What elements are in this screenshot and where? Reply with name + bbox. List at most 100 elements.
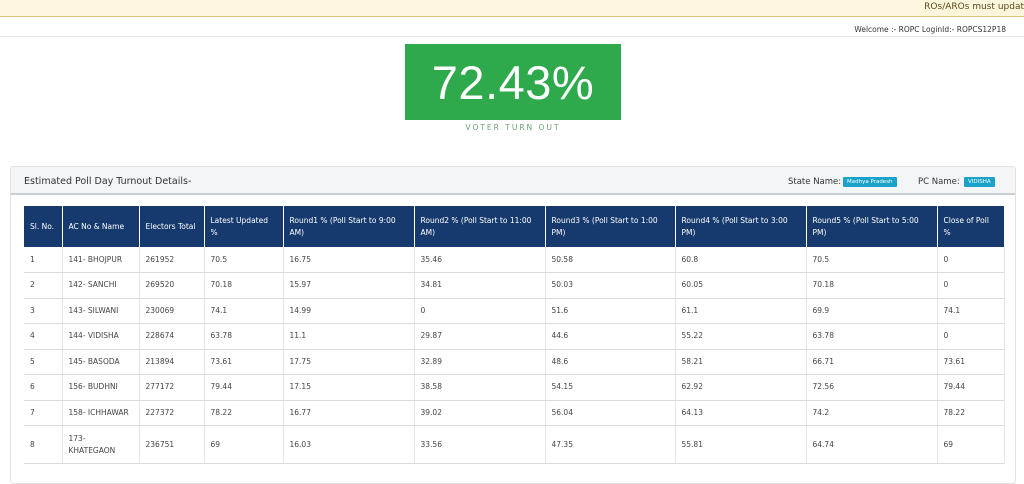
table-cell: 8 — [24, 425, 63, 464]
column-header: Sl. No. — [24, 206, 63, 247]
table-cell: 2 — [24, 272, 63, 299]
table-cell: 32.89 — [414, 349, 546, 375]
table-cell: 5 — [24, 349, 63, 375]
voter-turnout-box: 72.43% — [405, 44, 621, 120]
table-row: 4 144- VIDISHA 228674 63.78 11.1 29.87 4… — [24, 323, 1005, 350]
table-cell: 39.02 — [414, 400, 546, 426]
table-cell: 236751 — [139, 425, 205, 464]
pc-name-label: PC Name: — [918, 177, 960, 187]
column-header: Round2 % (Poll Start to 11:00 AM) — [414, 206, 546, 247]
table-cell: 70.5 — [204, 247, 284, 273]
table-cell: 17.15 — [283, 374, 415, 401]
table-cell: 48.6 — [545, 349, 676, 375]
table-cell: 78.22 — [204, 400, 284, 426]
table-row: 5 145- BASODA 213894 73.61 17.75 32.89 4… — [24, 349, 1005, 375]
table-row: 8 173- KHATEGAON 236751 69 16.03 33.56 4… — [24, 425, 1005, 464]
table-cell: 74.1 — [937, 298, 1005, 324]
table-cell: 74.2 — [806, 400, 938, 426]
column-header: AC No & Name — [62, 206, 140, 247]
table-cell: 44.6 — [545, 323, 676, 350]
turnout-value: 72.43% — [431, 55, 595, 109]
table-cell: 69.9 — [806, 298, 938, 324]
table-cell: 70.18 — [806, 272, 938, 299]
table-cell: 145- BASODA — [62, 349, 140, 375]
table-cell: 55.22 — [675, 323, 807, 350]
table-cell: 60.8 — [675, 247, 807, 273]
table-cell: 63.78 — [204, 323, 284, 350]
table-row: 2 142- SANCHI 269520 70.18 15.97 34.81 5… — [24, 272, 1005, 299]
table-cell: 60.05 — [675, 272, 807, 299]
table-cell: 34.81 — [414, 272, 546, 299]
state-name-label: State Name: — [788, 177, 842, 187]
table-cell: 69 — [937, 425, 1005, 464]
table-header-row: Sl. No. AC No & Name Electors Total Late… — [24, 206, 1005, 247]
card-header: Estimated Poll Day Turnout Details- Stat… — [11, 167, 1015, 195]
column-header: Round5 % (Poll Start to 5:00 PM) — [806, 206, 938, 247]
table-cell: 63.78 — [806, 323, 938, 350]
table-cell: 14.99 — [283, 298, 415, 324]
column-header: Round3 % (Poll Start to 1:00 PM) — [545, 206, 676, 247]
table-cell: 35.46 — [414, 247, 546, 273]
table-cell: 0 — [414, 298, 546, 324]
table-cell: 227372 — [139, 400, 205, 426]
table-cell: 47.35 — [545, 425, 676, 464]
table-cell: 70.18 — [204, 272, 284, 299]
table-cell: 73.61 — [937, 349, 1005, 375]
table-cell: 33.56 — [414, 425, 546, 464]
table-cell: 29.87 — [414, 323, 546, 350]
table-cell: 15.97 — [283, 272, 415, 299]
table-cell: 17.75 — [283, 349, 415, 375]
notice-text: ROs/AROs must updat — [924, 2, 1024, 12]
table-cell: 0 — [937, 272, 1005, 299]
table-cell: 6 — [24, 374, 63, 401]
table-cell: 213894 — [139, 349, 205, 375]
table-cell: 16.75 — [283, 247, 415, 273]
table-cell: 11.1 — [283, 323, 415, 350]
table-cell: 156- BUDHNI — [62, 374, 140, 401]
column-header: Latest Updated % — [204, 206, 284, 247]
table-cell: 1 — [24, 247, 63, 273]
table-cell: 51.6 — [545, 298, 676, 324]
table-row: 1 141- BHOJPUR 261952 70.5 16.75 35.46 5… — [24, 247, 1005, 273]
turnout-details-card: Estimated Poll Day Turnout Details- Stat… — [10, 166, 1016, 484]
column-header: Round4 % (Poll Start to 3:00 PM) — [675, 206, 807, 247]
column-header: Close of Poll % — [937, 206, 1005, 247]
table-cell: 16.77 — [283, 400, 415, 426]
table-cell: 66.71 — [806, 349, 938, 375]
table-cell: 173- KHATEGAON — [62, 425, 140, 464]
table-cell: 261952 — [139, 247, 205, 273]
welcome-text: Welcome :- ROPC LoginId:- ROPCS12P18 — [854, 25, 1006, 34]
table-cell: 73.61 — [204, 349, 284, 375]
column-header: Electors Total — [139, 206, 205, 247]
table-cell: 4 — [24, 323, 63, 350]
table-cell: 61.1 — [675, 298, 807, 324]
table-cell: 143- SILWANI — [62, 298, 140, 324]
pc-name-badge: VIDISHA — [964, 177, 995, 187]
table-cell: 3 — [24, 298, 63, 324]
table-cell: 50.03 — [545, 272, 676, 299]
turnout-table: Sl. No. AC No & Name Electors Total Late… — [24, 206, 1005, 464]
table-cell: 230069 — [139, 298, 205, 324]
turnout-label: VOTER TURN OUT — [465, 123, 561, 132]
notice-bar: ROs/AROs must updat — [0, 0, 1024, 17]
table-cell: 0 — [937, 247, 1005, 273]
table-cell: 69 — [204, 425, 284, 464]
table-cell: 74.1 — [204, 298, 284, 324]
header-divider — [0, 36, 1024, 37]
table-cell: 277172 — [139, 374, 205, 401]
card-title: Estimated Poll Day Turnout Details- — [24, 176, 192, 187]
table-cell: 141- BHOJPUR — [62, 247, 140, 273]
table-cell: 56.04 — [545, 400, 676, 426]
table-cell: 62.92 — [675, 374, 807, 401]
table-cell: 79.44 — [937, 374, 1005, 401]
table-cell: 38.58 — [414, 374, 546, 401]
table-row: 6 156- BUDHNI 277172 79.44 17.15 38.58 5… — [24, 374, 1005, 401]
table-cell: 55.81 — [675, 425, 807, 464]
table-row: 3 143- SILWANI 230069 74.1 14.99 0 51.6 … — [24, 298, 1005, 324]
table-cell: 58.21 — [675, 349, 807, 375]
table-cell: 142- SANCHI — [62, 272, 140, 299]
table-cell: 79.44 — [204, 374, 284, 401]
table-cell: 144- VIDISHA — [62, 323, 140, 350]
table-cell: 54.15 — [545, 374, 676, 401]
table-cell: 50.58 — [545, 247, 676, 273]
